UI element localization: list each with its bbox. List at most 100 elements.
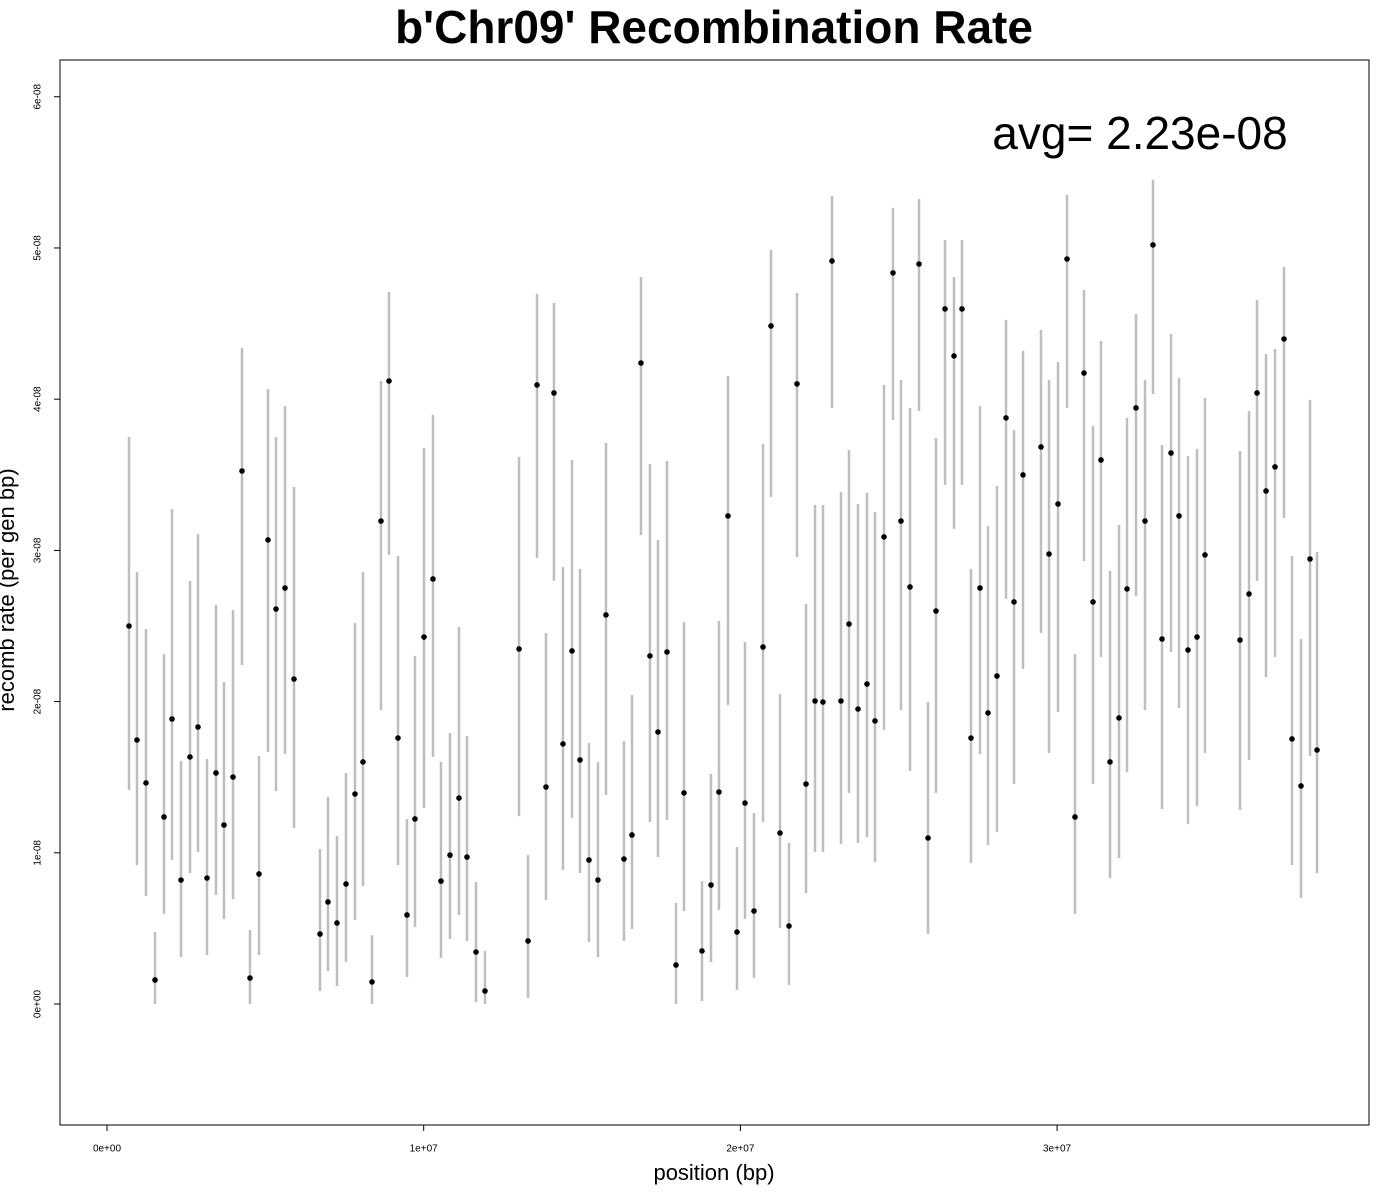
point <box>447 852 453 858</box>
point <box>577 757 583 763</box>
point <box>317 931 323 937</box>
point <box>1072 814 1078 820</box>
point <box>1263 488 1269 494</box>
point <box>1055 501 1061 507</box>
point <box>820 699 826 705</box>
point <box>386 378 392 384</box>
point <box>265 537 271 543</box>
point <box>325 899 331 905</box>
point <box>1289 736 1295 742</box>
point <box>595 877 601 883</box>
point <box>1254 390 1260 396</box>
point <box>734 929 740 935</box>
y-tick-label: 2e-08 <box>33 688 44 714</box>
point <box>1142 518 1148 524</box>
point <box>1168 450 1174 456</box>
point <box>846 621 852 627</box>
y-axis-label: recomb rate (per gen bp) <box>0 468 19 711</box>
point <box>343 881 349 887</box>
point <box>942 306 948 312</box>
point <box>638 360 644 366</box>
point <box>916 261 922 267</box>
point <box>994 673 1000 679</box>
point <box>378 518 384 524</box>
y-tick-label: 3e-08 <box>33 537 44 563</box>
point <box>890 270 896 276</box>
point <box>1124 586 1130 592</box>
point <box>872 718 878 724</box>
point <box>195 724 201 730</box>
point <box>1038 444 1044 450</box>
point <box>898 518 904 524</box>
point <box>456 795 462 801</box>
x-tick-label: 2e+07 <box>726 1144 755 1155</box>
point <box>1081 370 1087 376</box>
point <box>464 854 470 860</box>
point <box>1046 551 1052 557</box>
point <box>1159 636 1165 642</box>
point <box>152 977 158 983</box>
point <box>716 789 722 795</box>
point <box>213 770 219 776</box>
point <box>673 962 679 968</box>
point <box>1307 556 1313 562</box>
point <box>256 871 262 877</box>
point <box>1298 783 1304 789</box>
point <box>1314 747 1320 753</box>
point <box>985 710 991 716</box>
point <box>647 653 653 659</box>
point <box>1202 552 1208 558</box>
point <box>1194 634 1200 640</box>
point <box>161 814 167 820</box>
point <box>169 716 175 722</box>
point <box>1011 599 1017 605</box>
y-tick-label: 6e-08 <box>33 84 44 110</box>
point <box>751 908 757 914</box>
point <box>525 938 531 944</box>
point <box>187 754 193 760</box>
point <box>968 735 974 741</box>
point <box>516 646 522 652</box>
y-tick-label: 4e-08 <box>33 386 44 412</box>
point <box>864 681 870 687</box>
point <box>143 780 149 786</box>
point <box>951 353 957 359</box>
chart-title: b'Chr09' Recombination Rate <box>395 1 1033 53</box>
point <box>742 800 748 806</box>
point <box>786 923 792 929</box>
point <box>760 644 766 650</box>
point <box>907 584 913 590</box>
point <box>708 882 714 888</box>
point <box>681 790 687 796</box>
point <box>369 979 375 985</box>
point <box>603 612 609 618</box>
point <box>273 606 279 612</box>
point <box>699 948 705 954</box>
point <box>1116 715 1122 721</box>
point <box>1185 647 1191 653</box>
point <box>855 706 861 712</box>
y-tick-label: 1e-08 <box>33 840 44 866</box>
point <box>412 816 418 822</box>
point <box>1237 637 1243 643</box>
point <box>1281 336 1287 342</box>
point <box>933 608 939 614</box>
point <box>629 832 635 838</box>
point <box>404 912 410 918</box>
x-tick-label: 0e+00 <box>93 1144 122 1155</box>
point <box>655 729 661 735</box>
point <box>1064 256 1070 262</box>
point <box>925 835 931 841</box>
point <box>777 830 783 836</box>
x-axis-label: position (bp) <box>653 1160 774 1185</box>
point <box>360 759 366 765</box>
point <box>1020 472 1026 478</box>
point <box>768 323 774 329</box>
point <box>664 649 670 655</box>
point <box>126 623 132 629</box>
point <box>134 737 140 743</box>
point <box>1246 591 1252 597</box>
plot-frame <box>59 59 1370 1126</box>
point <box>334 920 340 926</box>
